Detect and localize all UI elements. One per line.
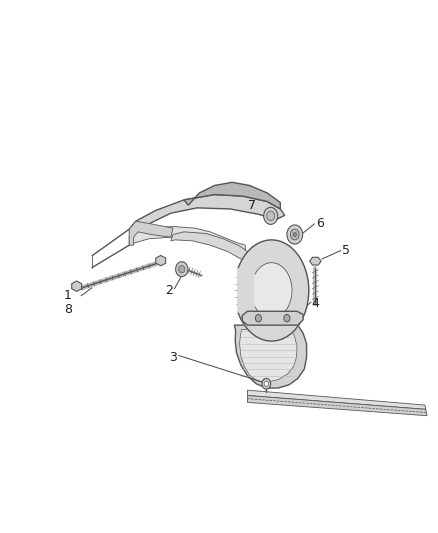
Text: 6: 6 [316, 217, 324, 230]
Polygon shape [310, 257, 321, 265]
Polygon shape [156, 255, 166, 266]
Polygon shape [242, 311, 303, 325]
Polygon shape [234, 325, 307, 388]
Polygon shape [184, 182, 280, 209]
Polygon shape [238, 240, 309, 341]
Circle shape [264, 207, 278, 224]
Circle shape [284, 314, 290, 322]
Polygon shape [247, 395, 427, 416]
Text: 7: 7 [248, 199, 256, 212]
Polygon shape [240, 329, 297, 382]
Polygon shape [171, 232, 251, 262]
Circle shape [293, 232, 297, 237]
Circle shape [287, 225, 303, 244]
Circle shape [179, 265, 185, 273]
Text: 5: 5 [342, 244, 350, 257]
Text: 8: 8 [64, 303, 72, 316]
Text: 2: 2 [165, 284, 173, 297]
Text: 3: 3 [169, 351, 177, 364]
Polygon shape [72, 281, 81, 292]
Circle shape [290, 229, 299, 240]
Text: 4: 4 [311, 297, 319, 310]
Polygon shape [129, 195, 285, 237]
Circle shape [255, 314, 261, 322]
Polygon shape [129, 221, 173, 245]
Circle shape [176, 262, 188, 277]
Circle shape [262, 378, 271, 389]
Circle shape [264, 381, 268, 386]
Polygon shape [129, 227, 245, 251]
Text: 1: 1 [64, 289, 72, 302]
Polygon shape [247, 390, 426, 409]
Polygon shape [255, 263, 292, 318]
Circle shape [267, 211, 275, 221]
